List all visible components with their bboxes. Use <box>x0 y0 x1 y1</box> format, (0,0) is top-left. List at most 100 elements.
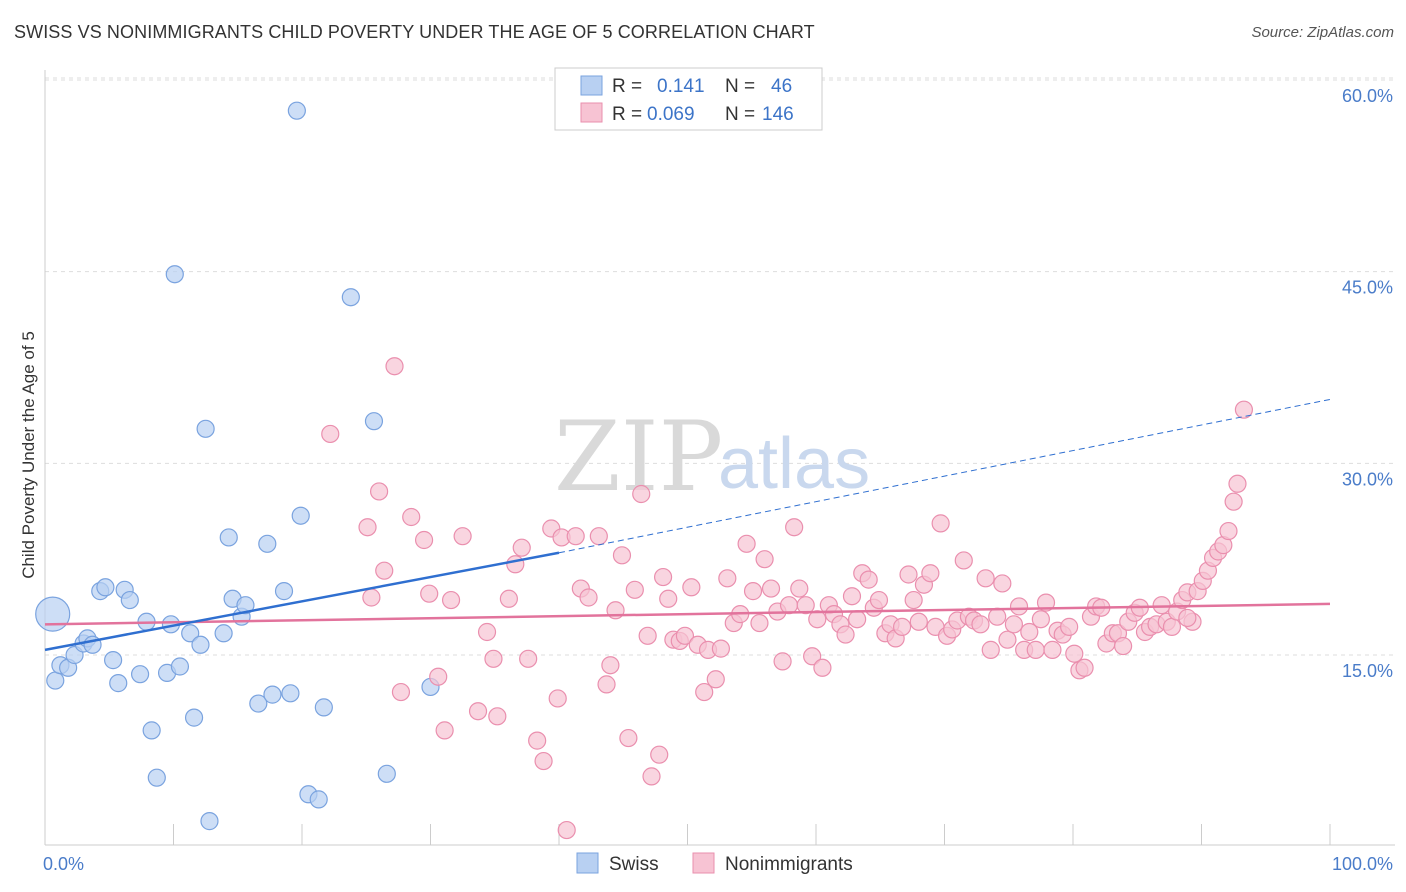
nonimmigrants-point <box>1219 521 1238 541</box>
nonimmigrants-point <box>848 610 867 629</box>
stats-n-value-nonimmigrants: 146 <box>762 104 794 125</box>
nonimmigrants-point <box>921 564 940 583</box>
swiss-point <box>130 665 150 684</box>
nonimmigrants-point <box>813 658 832 677</box>
nonimmigrants-point <box>370 482 389 501</box>
y-axis-label: Child Poverty Under the Age of 5 <box>19 331 38 579</box>
swiss-point <box>46 671 65 690</box>
nonimmigrants-point <box>499 589 518 608</box>
nonimmigrants-point <box>414 530 434 550</box>
swiss-point <box>249 694 268 713</box>
nonimmigrants-point <box>512 538 531 557</box>
nonimmigrants-point <box>579 588 598 607</box>
swiss-point <box>219 528 238 547</box>
nonimmigrants-point <box>755 550 774 569</box>
nonimmigrants-point <box>773 652 792 671</box>
nonimmigrants-point <box>625 580 644 599</box>
stats-r-value-nonimmigrants: 0.069 <box>647 104 695 125</box>
swiss-point <box>281 684 300 703</box>
swiss-point <box>120 590 139 610</box>
trend-lines <box>44 398 1331 652</box>
gridlines <box>45 77 1395 656</box>
stats-legend: R = 0.141 N = 46 R = 0.069 N = 146 <box>554 67 823 131</box>
nonimmigrants-point <box>1036 593 1056 612</box>
nonimmigrants-point <box>1162 617 1182 636</box>
nonimmigrants-point <box>1228 474 1247 493</box>
nonimmigrants-point <box>528 731 547 750</box>
nonimmigrants-point <box>1031 610 1050 629</box>
swiss-point <box>291 506 310 525</box>
nonimmigrants-point <box>790 579 809 598</box>
nonimmigrants-point <box>375 561 394 580</box>
nonimmigrants-point <box>808 610 827 629</box>
nonimmigrants-point <box>892 617 912 636</box>
nonimmigrants-point <box>557 820 576 840</box>
nonimmigrants-point <box>488 707 507 726</box>
nonimmigrants-points <box>321 357 1254 840</box>
swiss-point <box>170 657 190 676</box>
nonimmigrants-point <box>706 670 725 689</box>
nonimmigrants-point <box>718 569 737 588</box>
swiss-point <box>184 708 204 727</box>
nonimmigrants-point <box>589 527 608 546</box>
stats-swatch-nonimmigrants <box>580 102 603 123</box>
swiss-point <box>109 674 128 693</box>
nonimmigrants-point <box>743 582 763 601</box>
y-tick-labels: 15.0% 30.0% 45.0% 60.0% <box>1342 86 1393 681</box>
nonimmigrants-point <box>1234 400 1254 419</box>
nonimmigrants-point <box>477 622 497 642</box>
swiss-point <box>196 419 215 438</box>
nonimmigrants-point <box>597 675 616 694</box>
nonimmigrants-point <box>954 551 973 570</box>
nonimmigrants-point <box>899 565 918 584</box>
watermark-atlas: atlas <box>718 424 870 504</box>
nonimmigrants-point <box>1114 636 1133 656</box>
nonimmigrants-point <box>1026 640 1045 659</box>
stats-r-value-swiss: 0.141 <box>657 76 705 97</box>
nonimmigrants-point <box>534 751 553 771</box>
nonimmigrants-point <box>548 689 567 708</box>
nonimmigrants-trend-line <box>44 602 1331 626</box>
stats-r-label-swiss: R = <box>612 76 642 97</box>
swiss-point <box>147 768 166 787</box>
nonimmigrants-point <box>779 596 799 615</box>
nonimmigrants-point <box>803 647 822 666</box>
swiss-point <box>96 578 115 597</box>
source-credit: Source: ZipAtlas.com <box>1251 24 1394 41</box>
swiss-point <box>35 596 71 632</box>
nonimmigrants-point <box>909 612 928 631</box>
y-tick-label: 60.0% <box>1342 86 1393 106</box>
nonimmigrants-point <box>675 626 695 645</box>
swiss-point <box>142 721 161 740</box>
nonimmigrants-point <box>1178 608 1197 628</box>
nonimmigrants-point <box>761 579 781 598</box>
nonimmigrants-point <box>420 584 439 603</box>
legend-swatch-nonimmigrants <box>692 852 715 874</box>
nonimmigrants-point <box>362 588 381 607</box>
nonimmigrants-point <box>785 518 804 537</box>
nonimmigrants-point <box>484 649 503 668</box>
nonimmigrants-point <box>1060 617 1079 636</box>
swiss-point <box>214 624 233 643</box>
stats-r-label-nonimmigrants: R = <box>612 104 642 125</box>
swiss-point <box>377 764 396 783</box>
y-tick-label: 30.0% <box>1342 469 1393 489</box>
legend-label-swiss: Swiss <box>609 854 659 875</box>
y-tick-label: 15.0% <box>1342 661 1393 681</box>
nonimmigrants-point <box>976 569 995 588</box>
x-tick-label: 100.0% <box>1332 854 1393 874</box>
swiss-point <box>274 582 294 601</box>
swiss-point <box>200 812 219 831</box>
nonimmigrants-point <box>750 613 769 633</box>
nonimmigrants-point <box>971 615 990 634</box>
nonimmigrants-point <box>519 649 538 668</box>
nonimmigrants-point <box>653 567 673 587</box>
nonimmigrants-point <box>988 607 1007 626</box>
legend-swatch-swiss <box>576 852 599 874</box>
nonimmigrants-point <box>796 596 815 615</box>
nonimmigrants-point <box>506 555 525 574</box>
nonimmigrants-point <box>612 546 632 565</box>
nonimmigrants-point <box>468 702 488 721</box>
stats-swatch-swiss <box>580 75 603 96</box>
nonimmigrants-point <box>358 518 377 537</box>
